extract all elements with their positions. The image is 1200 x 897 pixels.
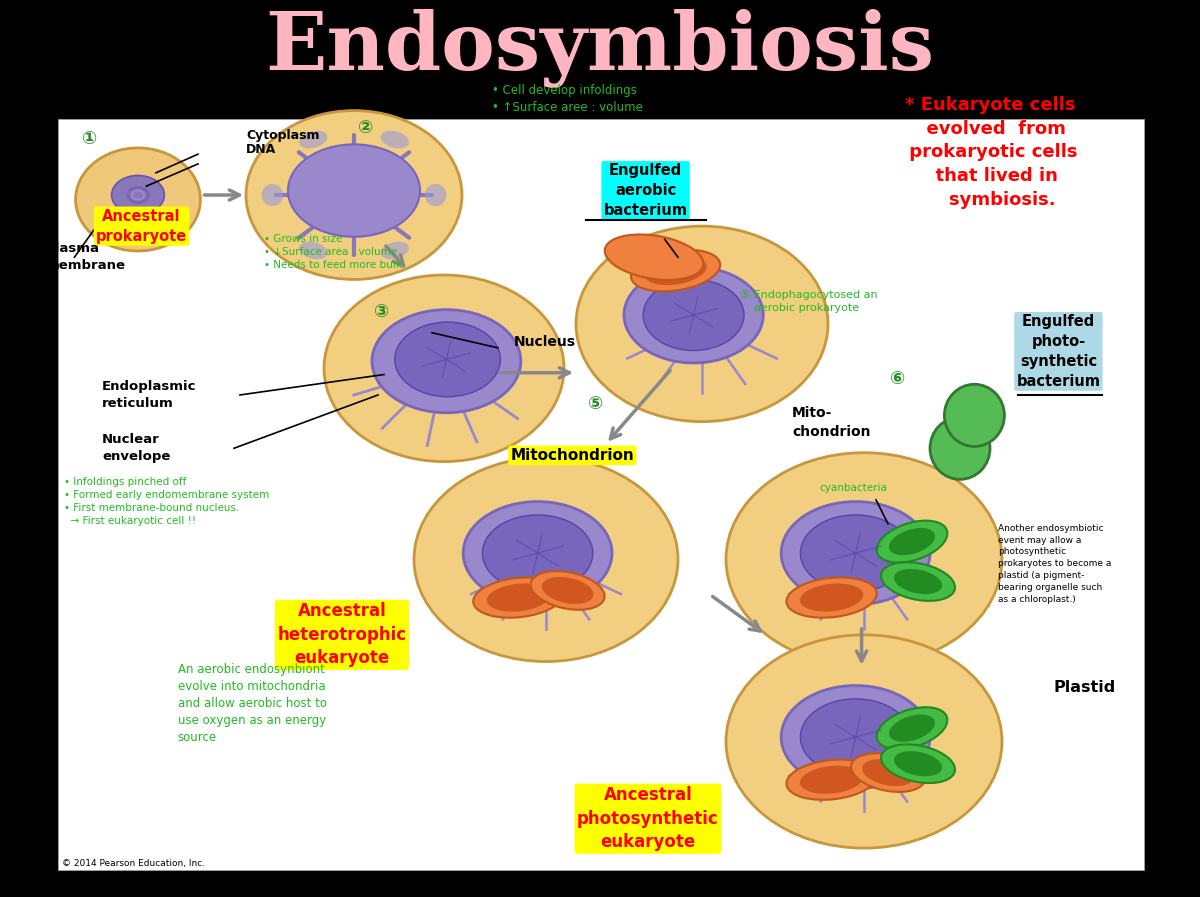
- Ellipse shape: [781, 501, 930, 605]
- Ellipse shape: [726, 635, 1002, 849]
- Text: Ancestral
prokaryote: Ancestral prokaryote: [96, 209, 187, 243]
- Ellipse shape: [288, 144, 420, 237]
- Ellipse shape: [800, 699, 911, 775]
- Ellipse shape: [889, 715, 935, 742]
- Ellipse shape: [786, 760, 877, 800]
- Ellipse shape: [889, 528, 935, 555]
- Ellipse shape: [473, 578, 564, 618]
- Text: © 2014 Pearson Education, Inc.: © 2014 Pearson Education, Inc.: [62, 858, 205, 867]
- Ellipse shape: [644, 256, 707, 285]
- Ellipse shape: [463, 501, 612, 605]
- Ellipse shape: [726, 453, 1002, 666]
- Text: ①: ①: [83, 130, 97, 148]
- Ellipse shape: [881, 562, 955, 601]
- Ellipse shape: [76, 148, 200, 251]
- Ellipse shape: [262, 184, 283, 206]
- Text: ⑤.Endophagocytosed an
    aerobic prokaryote: ⑤.Endophagocytosed an aerobic prokaryote: [740, 290, 878, 313]
- Text: Endosymbiosis: Endosymbiosis: [265, 9, 935, 88]
- Ellipse shape: [395, 322, 500, 396]
- Ellipse shape: [299, 241, 328, 259]
- Ellipse shape: [299, 131, 328, 149]
- Ellipse shape: [894, 751, 942, 776]
- FancyBboxPatch shape: [58, 119, 1144, 870]
- Text: DNA: DNA: [246, 144, 276, 156]
- Ellipse shape: [851, 753, 925, 792]
- Ellipse shape: [643, 280, 744, 351]
- Text: ③: ③: [374, 303, 389, 321]
- Ellipse shape: [380, 131, 409, 149]
- Ellipse shape: [930, 417, 990, 479]
- Text: Engulfed
aerobic
bacterium: Engulfed aerobic bacterium: [604, 163, 688, 218]
- Ellipse shape: [862, 759, 914, 786]
- Ellipse shape: [894, 569, 942, 594]
- Ellipse shape: [246, 110, 462, 280]
- Ellipse shape: [425, 184, 446, 206]
- Ellipse shape: [541, 577, 594, 604]
- Ellipse shape: [800, 583, 863, 612]
- Text: Cytoplasm: Cytoplasm: [246, 129, 319, 142]
- Ellipse shape: [800, 766, 863, 794]
- Ellipse shape: [482, 515, 593, 591]
- Text: Engulfed
photo-
synthetic
bacterium: Engulfed photo- synthetic bacterium: [1016, 314, 1100, 388]
- Text: Nuclear
envelope: Nuclear envelope: [102, 433, 170, 463]
- Ellipse shape: [624, 267, 763, 363]
- Text: Nucleus: Nucleus: [514, 335, 576, 349]
- Ellipse shape: [372, 309, 521, 413]
- Text: ⑤: ⑤: [588, 395, 602, 413]
- Text: Plastid: Plastid: [1054, 680, 1116, 695]
- Text: Plasma
membrane: Plasma membrane: [46, 242, 126, 272]
- Text: Mito-
chondrion: Mito- chondrion: [792, 406, 870, 439]
- Ellipse shape: [781, 685, 930, 788]
- Text: Mitochondrion: Mitochondrion: [510, 448, 635, 463]
- Text: • Grows in size
• ↓Surface area : volume
• Needs to feed more bulk.: • Grows in size • ↓Surface area : volume…: [264, 234, 406, 270]
- Text: Ancestral
heterotrophic
eukaryote: Ancestral heterotrophic eukaryote: [277, 602, 407, 667]
- Ellipse shape: [324, 275, 564, 462]
- Ellipse shape: [786, 578, 877, 618]
- Text: * Eukaryote cells
  evolved  from
 prokaryotic cells
  that lived in
    symbios: * Eukaryote cells evolved from prokaryot…: [902, 96, 1078, 209]
- Ellipse shape: [631, 249, 720, 292]
- Text: Another endosymbiotic
event may allow a
photosynthetic
prokaryotes to become a
p: Another endosymbiotic event may allow a …: [998, 524, 1111, 604]
- Ellipse shape: [877, 520, 947, 562]
- Ellipse shape: [530, 571, 605, 610]
- Ellipse shape: [800, 515, 911, 591]
- Ellipse shape: [576, 226, 828, 422]
- Text: An aerobic endosynbiont
evolve into mitochondria
and allow aerobic host to
use o: An aerobic endosynbiont evolve into mito…: [178, 663, 326, 744]
- Text: • Cell develop infoldings
• ↑Surface aree : volume: • Cell develop infoldings • ↑Surface are…: [492, 84, 643, 114]
- Ellipse shape: [605, 234, 703, 280]
- Ellipse shape: [112, 176, 164, 214]
- Ellipse shape: [487, 583, 550, 612]
- Text: Ancestral
photosynthetic
eukaryote: Ancestral photosynthetic eukaryote: [577, 786, 719, 851]
- Ellipse shape: [877, 707, 947, 749]
- Text: ⑥: ⑥: [890, 370, 905, 388]
- Text: cyanbacteria: cyanbacteria: [820, 483, 888, 493]
- Text: Endoplasmic
reticulum: Endoplasmic reticulum: [102, 380, 197, 410]
- Ellipse shape: [881, 745, 955, 783]
- Text: • Infoldings pinched off
• Formed early endomembrane system
• First membrane-bou: • Infoldings pinched off • Formed early …: [64, 477, 269, 527]
- Text: ②: ②: [359, 119, 373, 137]
- Ellipse shape: [944, 384, 1004, 447]
- Ellipse shape: [380, 241, 409, 259]
- Ellipse shape: [414, 457, 678, 661]
